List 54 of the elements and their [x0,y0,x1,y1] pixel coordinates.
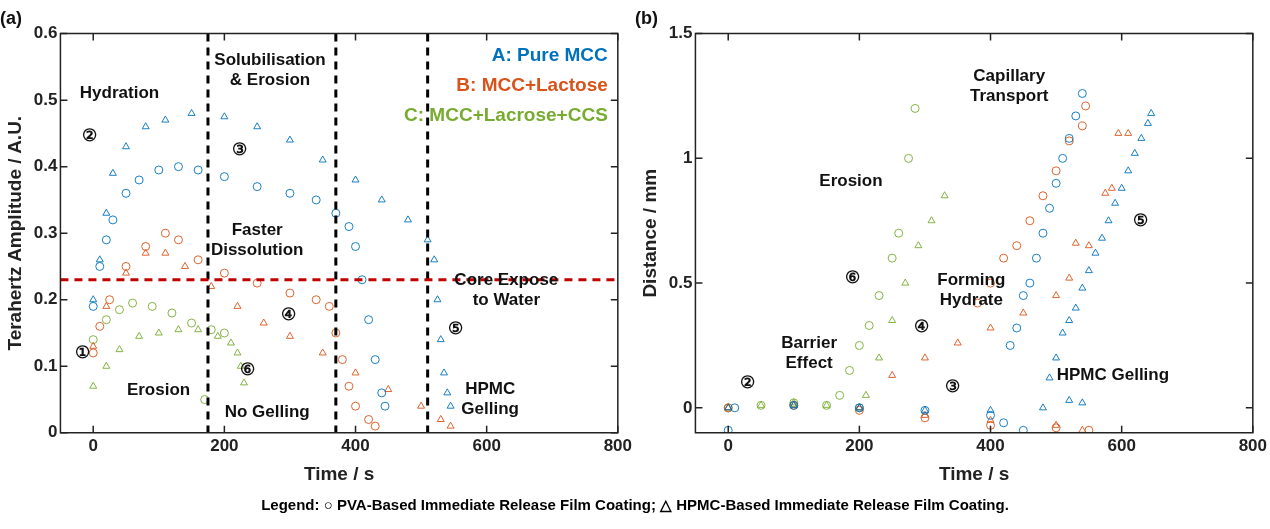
annotation: Forming Hydrate [937,270,1006,310]
annotation: HPMC Gelling [1056,365,1170,384]
annotation: Barrier Effect [781,332,838,372]
y-axis-title: Distance / mm [638,168,660,298]
text: B: MCC+Lactose [456,73,608,95]
chart-title: (a) [0,7,22,28]
x-axis-title: Time / s [303,462,375,484]
annotation: ⑤ [1133,210,1149,230]
y-tick-label: 0.6 [33,23,58,43]
y-tick-label: 0.5 [668,272,693,292]
annotation: Solubilisation & Erosion [214,50,326,90]
x-tick-label: 400 [341,435,370,455]
x-tick-label: 200 [210,435,239,455]
x-tick-label: 600 [472,435,501,455]
annotation: ② [739,372,755,392]
y-tick-label: 0.3 [33,222,58,242]
text: Legend: ○ PVA-Based Immediate Release Film Coating; △ HPMC-Based Immediate Release Film Coating. [260,495,1010,515]
annotation: Erosion [126,379,191,399]
text: A: Pure MCC [491,43,609,65]
y-tick-label: 0.4 [33,156,58,176]
annotation: No Gelling [224,401,310,421]
annotation: ② [82,126,98,146]
x-tick-label: 800 [603,435,633,455]
annotation: Faster Dissolution [210,219,304,259]
annotation: Hydration [79,83,160,103]
annotation: ⑥ [845,267,861,287]
chart-title: (b) [635,7,658,28]
annotation: ④ [280,304,296,324]
x-tick-label: 800 [1238,435,1268,455]
annotation: Core Expose to Water [454,269,559,309]
x-tick-label: 200 [845,435,874,455]
y-tick-label: 0 [682,397,693,417]
x-tick-label: 0 [723,435,733,455]
annotation: ⑤ [447,318,463,338]
x-tick-label: 0 [88,435,98,455]
y-tick-label: 1 [682,148,693,168]
x-tick-label: 600 [1107,435,1136,455]
y-axis-title: Terahertz Amplitude / A.U. [3,115,25,351]
annotation: ③ [944,377,960,397]
y-tick-label: 0.1 [33,355,58,375]
y-tick-label: 0.5 [33,89,58,109]
y-tick-label: 0 [47,422,58,442]
annotation: ⑥ [239,359,255,379]
y-tick-label: 0.2 [33,289,58,309]
annotation: ③ [231,139,247,159]
text: C: MCC+Lacrose+CCS [404,103,608,125]
y-tick-label: 1.5 [668,23,693,43]
annotation: Capillary Transport [970,65,1049,105]
annotation: HPMC Gelling [461,379,519,419]
x-tick-label: 400 [976,435,1005,455]
annotation: Erosion [819,170,883,190]
annotation: ④ [914,317,930,337]
annotation: ① [75,342,91,362]
x-axis-title: Time / s [938,462,1010,484]
